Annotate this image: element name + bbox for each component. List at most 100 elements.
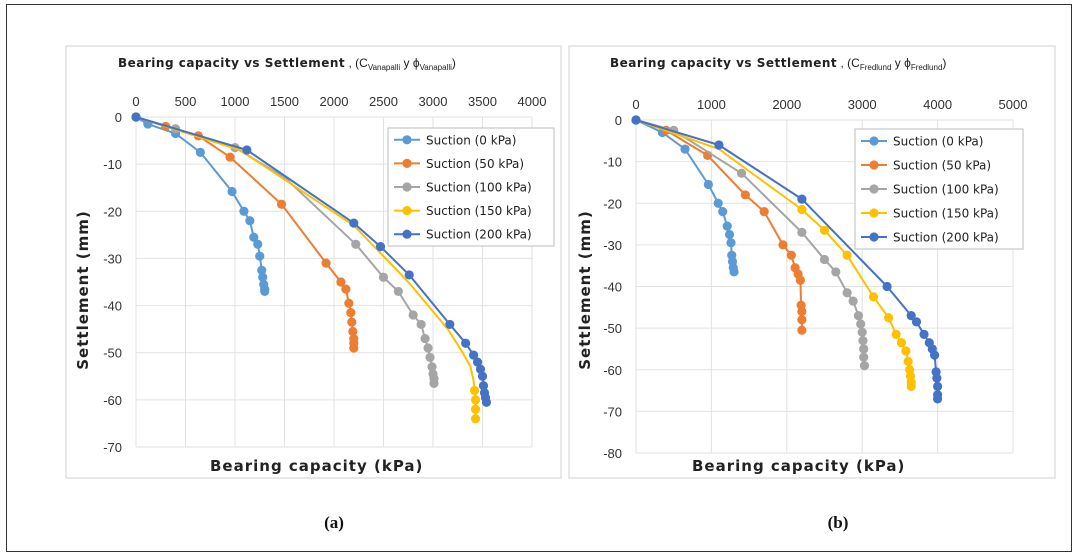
chart-title: Bearing capacity vs Settlement , (CVanap…	[118, 56, 456, 72]
data-point	[859, 352, 869, 362]
data-point	[255, 251, 265, 261]
x-tick-label: 3000	[419, 94, 448, 109]
data-point	[349, 343, 359, 353]
legend-label: Suction (50 kPa)	[893, 159, 991, 173]
data-point	[713, 198, 723, 208]
legend-marker	[869, 136, 879, 146]
data-point	[258, 272, 268, 282]
data-point	[416, 319, 426, 330]
data-point	[245, 216, 255, 226]
legend-label: Suction (200 kPa)	[426, 228, 532, 242]
x-tick-label: 0	[632, 97, 639, 112]
y-tick-label: -10	[103, 157, 122, 172]
legend-marker	[869, 184, 879, 194]
data-point	[427, 362, 437, 372]
legend-label: Suction (50 kPa)	[426, 157, 524, 171]
legend-label: Suction (200 kPa)	[893, 231, 999, 245]
data-point	[831, 267, 841, 277]
data-point	[470, 395, 481, 405]
data-point	[472, 357, 483, 367]
data-point	[933, 394, 943, 404]
x-axis-label: Bearing capacity (kPa)	[692, 457, 905, 475]
legend-marker	[402, 229, 412, 239]
panel-caption: (b)	[828, 513, 849, 532]
x-tick-label: 4000	[923, 97, 952, 112]
data-point	[475, 364, 486, 374]
data-point	[680, 144, 690, 154]
y-tick-label: -80	[603, 446, 622, 461]
legend: Suction (0 kPa) Suction (50 kPa) Suction (…	[854, 128, 1024, 250]
y-tick-label: -30	[603, 238, 622, 253]
data-point	[848, 296, 858, 306]
x-tick-label: 4000	[518, 94, 547, 109]
legend-label: Suction (150 kPa)	[426, 204, 532, 218]
legend-marker	[869, 160, 879, 170]
y-tick-label: -50	[103, 346, 122, 361]
data-point	[260, 286, 270, 297]
data-point	[239, 206, 249, 216]
data-point	[819, 254, 830, 265]
data-point	[225, 152, 235, 162]
data-point	[425, 352, 435, 363]
data-point	[718, 206, 728, 217]
x-tick-label: 1000	[697, 97, 726, 112]
data-point	[858, 336, 868, 346]
y-tick-label: -50	[603, 321, 622, 336]
data-point	[703, 179, 713, 190]
data-point	[468, 350, 479, 360]
data-point	[903, 356, 913, 367]
figure-frame	[6, 4, 1072, 552]
data-point	[249, 232, 259, 242]
data-point	[929, 350, 940, 360]
data-point	[891, 329, 901, 339]
y-tick-label: 0	[615, 113, 622, 128]
data-point	[349, 218, 359, 228]
series-3	[635, 119, 916, 391]
data-point	[857, 327, 867, 337]
data-point	[906, 381, 916, 391]
data-point	[795, 275, 805, 285]
data-point	[842, 250, 852, 260]
panel-caption: (a)	[324, 513, 344, 532]
data-point	[797, 227, 807, 237]
x-tick-label: 3000	[848, 97, 877, 112]
legend-label: Suction (100 kPa)	[893, 183, 999, 197]
y-axis-label: Settlement (mm)	[74, 210, 92, 370]
data-point	[740, 190, 750, 200]
data-point	[429, 378, 439, 388]
data-point	[859, 360, 870, 371]
data-point	[336, 277, 346, 287]
data-point	[722, 221, 732, 231]
data-point	[276, 199, 287, 209]
data-point	[469, 385, 480, 396]
data-point	[859, 344, 869, 354]
data-point	[842, 288, 852, 298]
series-4	[131, 112, 492, 407]
data-point	[346, 308, 356, 318]
data-point	[933, 381, 943, 391]
data-point	[631, 115, 641, 125]
x-tick-label: 2000	[772, 97, 801, 112]
legend: Suction (0 kPa) Suction (50 kPa) Suction (…	[387, 127, 555, 247]
data-point	[856, 319, 866, 329]
chart-panel-b: 0 1000 2000 3000 4000 5000 0 -10 -20 -30 -40 -50 -60…	[568, 45, 1056, 532]
legend-label: Suction (0 kPa)	[893, 135, 983, 149]
y-tick-label: -30	[103, 251, 122, 266]
y-tick-label: -70	[603, 404, 622, 419]
data-point	[911, 317, 922, 327]
data-point	[393, 286, 403, 297]
x-tick-label: 1500	[270, 94, 299, 109]
data-point	[470, 414, 481, 424]
data-point	[901, 346, 911, 356]
data-point	[797, 204, 807, 215]
data-point	[724, 229, 735, 240]
y-tick-label: -20	[103, 204, 122, 219]
x-tick-label: 3500	[468, 94, 497, 109]
data-point	[131, 112, 141, 122]
y-tick-label: 0	[115, 110, 122, 125]
data-point	[853, 311, 864, 321]
data-point	[786, 250, 796, 260]
data-point	[445, 319, 455, 330]
data-point	[919, 329, 929, 339]
